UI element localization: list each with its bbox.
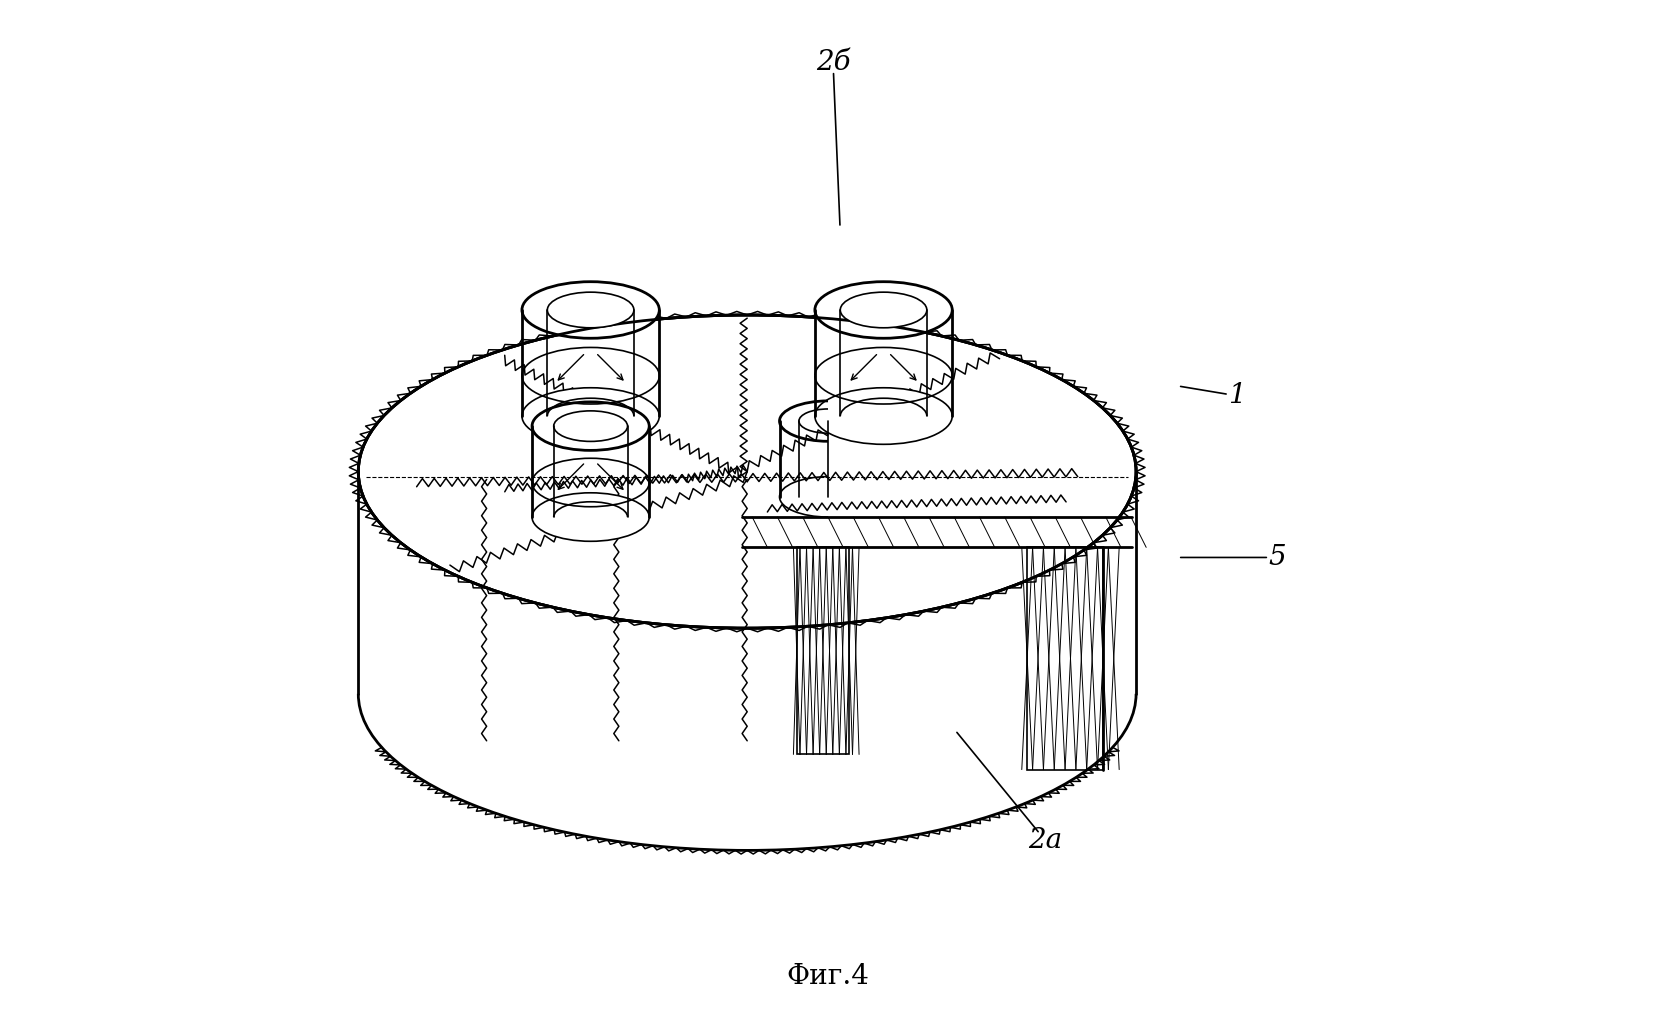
Ellipse shape [531,401,649,451]
Text: 1: 1 [1228,382,1245,410]
Ellipse shape [814,282,952,338]
Text: 5: 5 [1268,544,1286,571]
Text: 2б: 2б [816,49,851,76]
Ellipse shape [548,292,634,328]
Text: Фиг.4: Фиг.4 [786,964,869,990]
Ellipse shape [553,411,627,441]
Ellipse shape [521,282,659,338]
Ellipse shape [357,315,1135,628]
Ellipse shape [521,388,659,444]
Ellipse shape [531,493,649,542]
Bar [1026,548,1102,770]
Bar [796,548,849,755]
Ellipse shape [814,388,952,444]
Ellipse shape [839,292,927,328]
Text: 2а: 2а [1028,826,1061,854]
